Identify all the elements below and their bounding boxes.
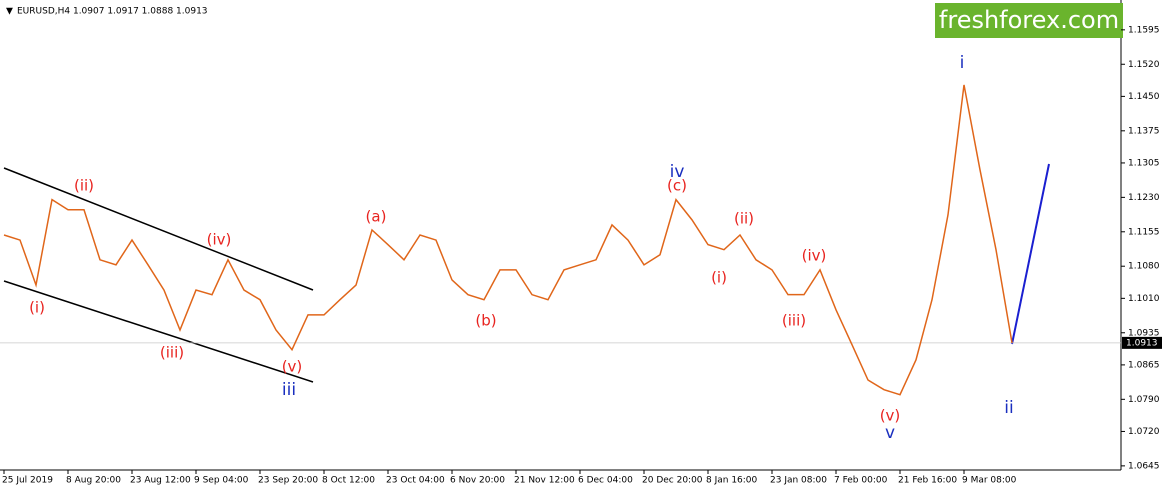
x-tick-label: 23 Sep 20:00 — [258, 476, 318, 486]
wave-label: (b) — [475, 312, 496, 330]
x-tick-label: 23 Oct 04:00 — [386, 476, 445, 486]
wave-label: (ii) — [74, 177, 94, 195]
chart-title: EURUSD,H4 1.0907 1.0917 1.0888 1.0913 — [17, 7, 208, 17]
current-price-label: 1.0913 — [1126, 338, 1158, 348]
y-tick-label: 1.1595 — [1128, 25, 1160, 35]
wave-label: iv — [670, 162, 685, 182]
wave-label: v — [885, 423, 895, 443]
wave-label: (i) — [711, 269, 727, 287]
current-price-box — [1122, 336, 1162, 349]
x-tick-label: 6 Nov 20:00 — [450, 476, 505, 486]
x-tick-label: 23 Aug 12:00 — [130, 476, 191, 486]
x-tick-label: 23 Jan 08:00 — [770, 476, 827, 486]
wave-label: i — [960, 53, 965, 73]
symbol-menu[interactable]: ▼ — [6, 7, 13, 17]
x-tick-label: 6 Dec 04:00 — [578, 476, 633, 486]
wave-label: (a) — [366, 208, 387, 226]
wave-label: (v) — [282, 358, 303, 376]
y-tick-label: 1.0865 — [1128, 360, 1160, 370]
projection-line — [1011, 163, 1050, 345]
x-tick-label: 9 Sep 04:00 — [194, 476, 249, 486]
wave-label: (c) — [667, 177, 687, 195]
price-line — [3, 84, 1013, 396]
y-tick-label: 1.0935 — [1128, 328, 1160, 338]
channel-lower — [3, 280, 314, 383]
wave-label: ii — [1004, 398, 1013, 418]
x-tick-label: 21 Feb 16:00 — [898, 476, 957, 486]
y-tick-label: 1.1520 — [1128, 60, 1160, 70]
logo-box — [935, 3, 1123, 38]
y-tick-label: 1.1230 — [1128, 193, 1160, 203]
y-tick-label: 1.0720 — [1128, 427, 1160, 437]
y-tick-label: 1.0790 — [1128, 395, 1160, 405]
wave-label: (iv) — [207, 231, 232, 249]
y-tick-label: 1.1080 — [1128, 262, 1160, 272]
x-tick-label: 20 Dec 20:00 — [642, 476, 703, 486]
y-tick-label: 1.1155 — [1128, 227, 1160, 237]
x-tick-label: 8 Aug 20:00 — [66, 476, 121, 486]
wave-label: (iii) — [160, 344, 184, 362]
y-tick-label: 1.0645 — [1128, 461, 1160, 471]
wave-label: (v) — [880, 407, 901, 425]
y-tick-label: 1.1010 — [1128, 294, 1160, 304]
x-tick-label: 7 Feb 00:00 — [834, 476, 888, 486]
wave-label: iii — [282, 380, 296, 400]
wave-label: (iii) — [782, 312, 806, 330]
x-tick-label: 25 Jul 2019 — [2, 476, 53, 486]
x-tick-label: 8 Jan 16:00 — [706, 476, 758, 486]
y-tick-label: 1.1305 — [1128, 158, 1160, 168]
x-tick-label: 9 Mar 08:00 — [962, 476, 1017, 486]
channel-upper — [3, 167, 314, 291]
wave-label: (ii) — [734, 210, 754, 228]
wave-label: (iv) — [802, 247, 827, 265]
logo: freshforex.com — [939, 6, 1119, 34]
x-tick-label: 8 Oct 12:00 — [322, 476, 375, 486]
x-tick-label: 21 Nov 12:00 — [514, 476, 575, 486]
y-tick-label: 1.1375 — [1128, 126, 1160, 136]
wave-label: (i) — [29, 299, 45, 317]
y-tick-label: 1.1450 — [1128, 92, 1160, 102]
